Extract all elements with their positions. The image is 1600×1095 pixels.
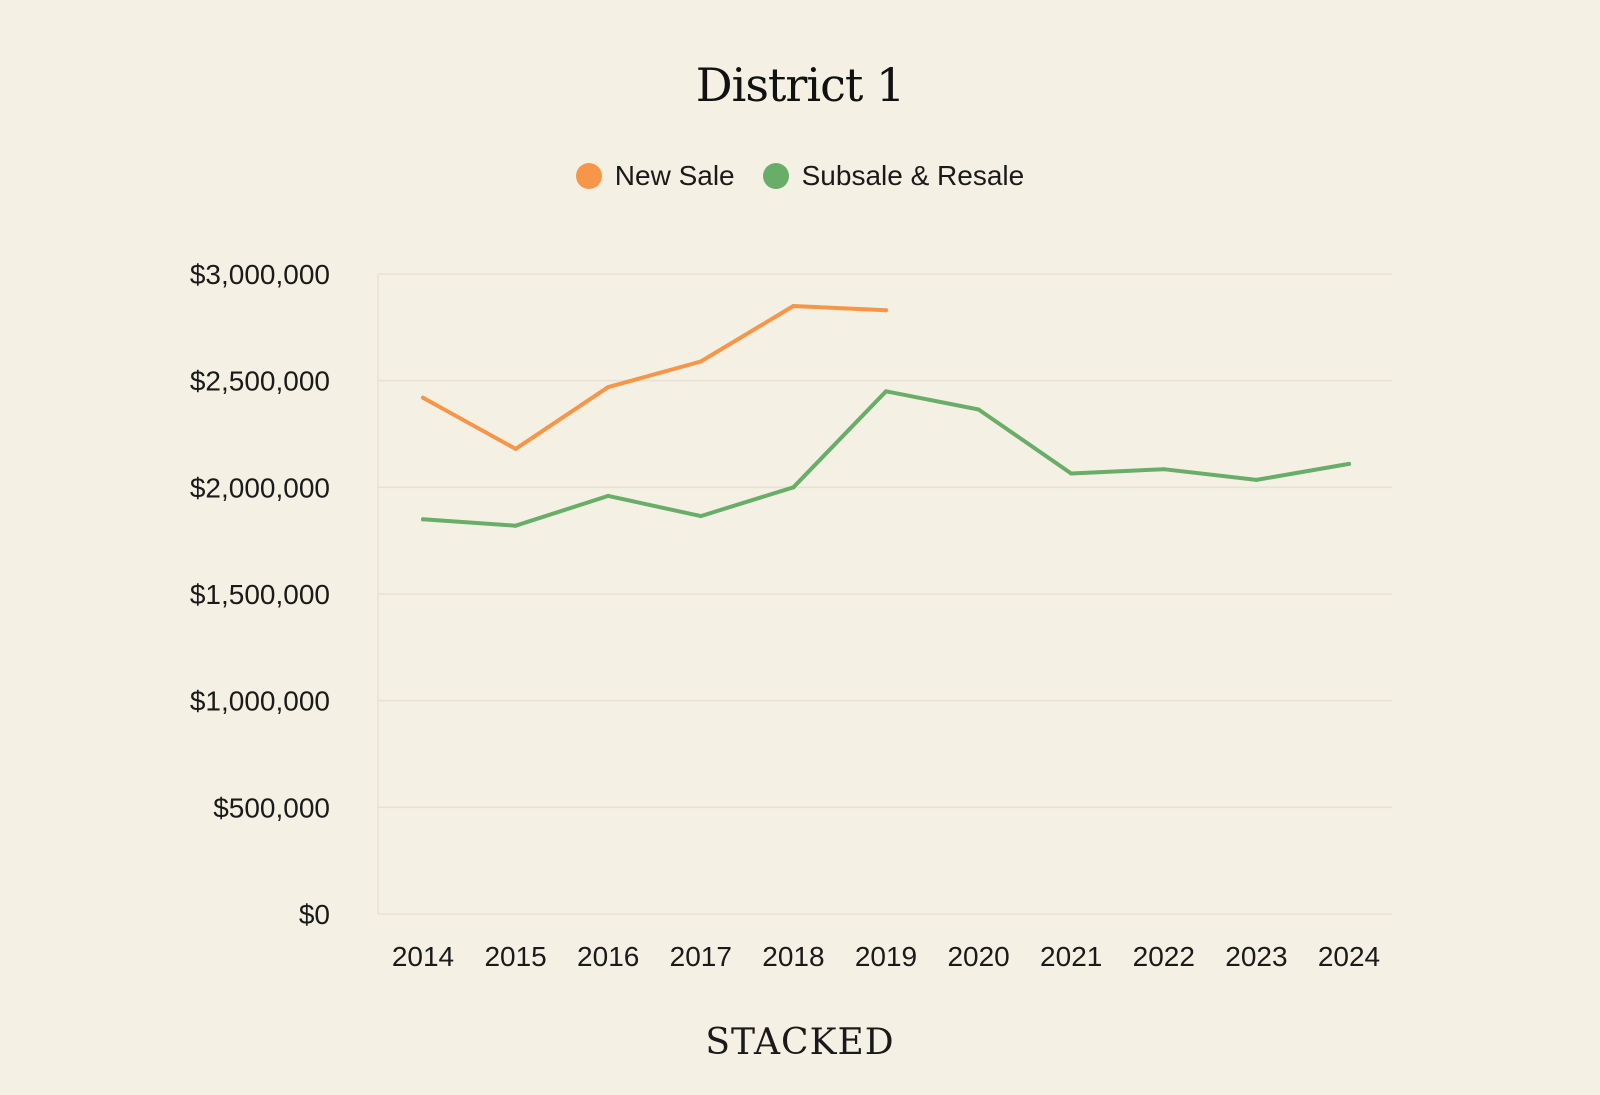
x-tick-label: 2018	[762, 941, 824, 972]
x-tick-label: 2016	[577, 941, 639, 972]
x-tick-label: 2014	[392, 941, 454, 972]
brand-logo: STACKED	[705, 1022, 895, 1063]
series-line-new-sale	[421, 304, 888, 451]
data-point	[698, 514, 703, 519]
data-point	[606, 493, 611, 498]
x-tick-label: 2015	[484, 941, 546, 972]
legend-label: Subsale & Resale	[801, 160, 1025, 191]
data-point	[513, 446, 518, 451]
legend-item-subsale-resale[interactable]: Subsale & Resale	[762, 160, 1025, 192]
data-point	[976, 407, 981, 412]
legend: New Sale Subsale & Resale	[0, 160, 1600, 192]
y-tick-label: $3,000,000	[190, 259, 330, 290]
data-point	[606, 385, 611, 390]
legend-dot-icon	[762, 163, 789, 189]
data-point	[421, 517, 425, 522]
data-point	[1069, 471, 1074, 476]
data-point	[884, 389, 888, 394]
x-tick-label: 2017	[670, 941, 732, 972]
chart-title: District 1	[695, 58, 906, 112]
data-point	[513, 523, 518, 528]
y-tick-label: $2,000,000	[190, 472, 330, 503]
data-point	[698, 359, 703, 364]
x-tick-label: 2022	[1133, 941, 1195, 972]
y-tick-label: $1,000,000	[190, 686, 330, 717]
data-point	[1347, 461, 1351, 466]
data-point	[421, 395, 425, 400]
y-tick-label: $2,500,000	[190, 366, 330, 397]
legend-dot-icon	[575, 163, 602, 189]
x-tick-label: 2024	[1318, 941, 1380, 972]
legend-item-new-sale[interactable]: New Sale	[575, 160, 735, 192]
x-tick-label: 2023	[1225, 941, 1287, 972]
data-point	[791, 485, 796, 490]
y-tick-label: $1,500,000	[190, 579, 330, 610]
series-line-subsale-resale	[421, 389, 1351, 528]
data-point	[1161, 467, 1166, 472]
x-tick-label: 2021	[1040, 941, 1102, 972]
x-tick-label: 2019	[855, 941, 917, 972]
data-point	[1254, 477, 1259, 482]
y-tick-label: $0	[299, 899, 330, 930]
data-point	[791, 304, 796, 308]
data-point	[884, 308, 888, 313]
x-tick-label: 2020	[947, 941, 1009, 972]
legend-label: New Sale	[614, 160, 735, 191]
y-tick-label: $500,000	[213, 792, 330, 823]
